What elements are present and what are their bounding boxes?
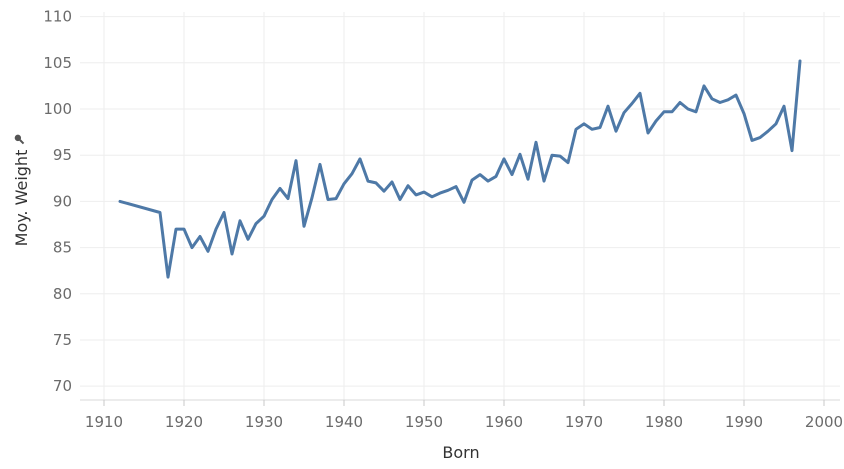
y-tick-label-80: 80 bbox=[53, 285, 72, 303]
pin-icon[interactable] bbox=[13, 133, 25, 145]
x-tick-label-1950: 1950 bbox=[405, 413, 443, 431]
x-tick-label-1960: 1960 bbox=[485, 413, 523, 431]
y-axis-title-group: Moy. Weight bbox=[12, 150, 31, 247]
x-tick-label-1930: 1930 bbox=[245, 413, 283, 431]
x-gridlines bbox=[103, 12, 825, 400]
y-axis-ticks: 70 75 80 85 90 95 100 105 110 bbox=[43, 8, 72, 396]
x-axis-title: Born bbox=[442, 443, 479, 462]
y-tick-label-90: 90 bbox=[53, 192, 72, 210]
y-gridlines bbox=[80, 16, 840, 387]
x-tick-label-1970: 1970 bbox=[565, 413, 603, 431]
y-tick-label-110: 110 bbox=[43, 8, 72, 26]
x-tick-label-1940: 1940 bbox=[325, 413, 363, 431]
series-line-weight[interactable] bbox=[118, 59, 802, 279]
x-tick-label-1920: 1920 bbox=[165, 413, 203, 431]
x-tick-label-1990: 1990 bbox=[725, 413, 763, 431]
x-tick-label-2000: 2000 bbox=[805, 413, 843, 431]
y-tick-label-105: 105 bbox=[43, 54, 72, 72]
y-tick-label-95: 95 bbox=[53, 146, 72, 164]
y-tick-label-100: 100 bbox=[43, 100, 72, 118]
x-axis-ticks: 1910 1920 1930 1940 1950 1960 1970 1980 1990 2000 bbox=[85, 400, 843, 431]
y-tick-label-75: 75 bbox=[53, 331, 72, 349]
y-tick-label-70: 70 bbox=[53, 377, 72, 395]
x-tick-label-1910: 1910 bbox=[85, 413, 123, 431]
y-axis-title: Moy. Weight bbox=[12, 150, 31, 247]
y-tick-label-85: 85 bbox=[53, 239, 72, 257]
x-tick-label-1980: 1980 bbox=[645, 413, 683, 431]
